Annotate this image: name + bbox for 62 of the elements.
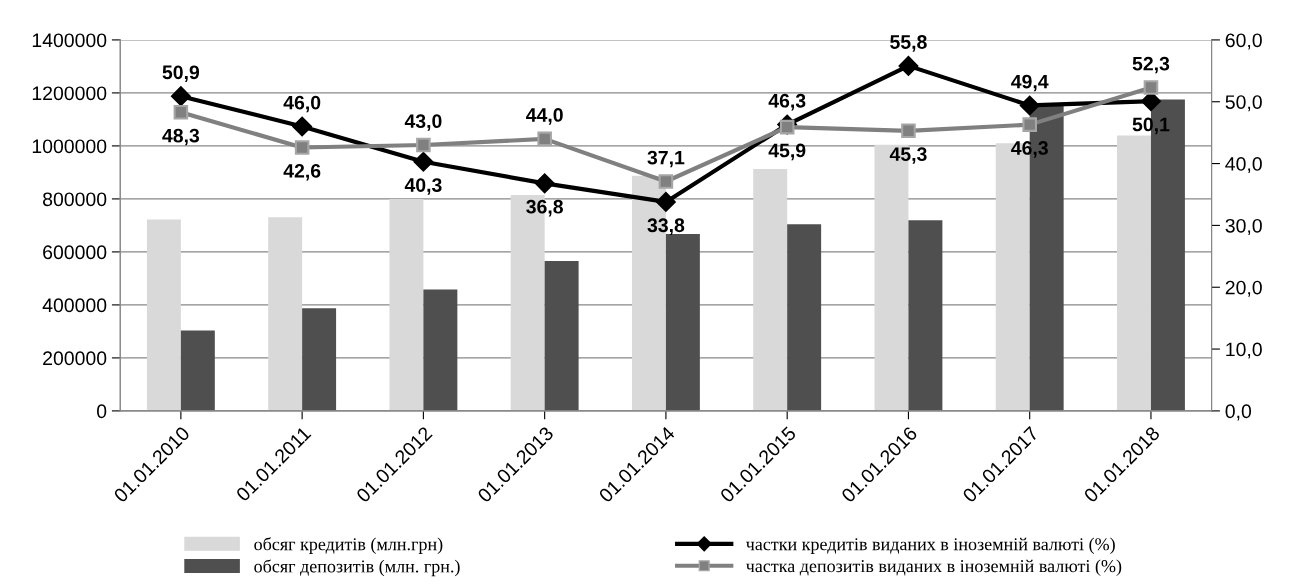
data-label: 46,0 — [283, 95, 321, 113]
data-label: 33,8 — [647, 218, 685, 235]
data-label: 46,3 — [768, 93, 806, 111]
data-label: 40,3 — [404, 178, 442, 195]
y-tick-label: 600000 — [43, 245, 107, 260]
y-tick-label: 400000 — [42, 298, 107, 313]
bar — [146, 219, 181, 411]
bar — [268, 217, 303, 411]
point — [656, 192, 676, 212]
data-label: 42,6 — [283, 163, 321, 181]
bar — [302, 308, 337, 411]
bar — [665, 233, 700, 411]
bar — [544, 260, 579, 411]
y-tick-label: 1200000 — [32, 86, 107, 101]
data-label: 45,3 — [889, 147, 927, 164]
legend-label: обсяг кредитів (млн.грн) — [254, 537, 443, 554]
point — [537, 131, 552, 147]
legend-label: обсяг депозитів (млн. грн.) — [254, 559, 460, 577]
bar — [423, 289, 458, 411]
y-tick-label: 0 — [97, 404, 107, 419]
data-label: 48,3 — [162, 128, 200, 146]
y-tick-label: 1000000 — [32, 139, 107, 154]
point — [170, 86, 191, 107]
bar — [1117, 135, 1151, 411]
bar — [753, 168, 788, 411]
y2-tick-label: 10,0 — [1226, 342, 1262, 359]
data-label: 49,4 — [1011, 74, 1049, 92]
y-tick-label: 1400000 — [32, 33, 107, 48]
point — [292, 116, 313, 137]
point — [294, 140, 310, 155]
bar — [389, 198, 424, 411]
data-label: 55,8 — [890, 35, 927, 52]
data-label: 37,1 — [647, 150, 685, 168]
legend-label: частка депозитів виданих в іноземній валюті (%) — [746, 559, 1122, 576]
y-tick-label: 800000 — [43, 192, 107, 207]
data-label: 44,0 — [526, 108, 563, 125]
point — [658, 174, 674, 189]
point — [534, 173, 555, 194]
bar — [180, 330, 215, 411]
y2-tick-label: 30,0 — [1225, 218, 1262, 235]
point — [173, 104, 189, 120]
point — [1019, 95, 1040, 116]
data-label: 52,3 — [1132, 56, 1170, 74]
y2-tick-label: 20,0 — [1225, 280, 1262, 297]
point — [413, 151, 434, 172]
y2-tick-label: 0,0 — [1225, 404, 1252, 421]
bar — [787, 224, 822, 411]
point — [898, 56, 919, 76]
legend-label: частки кредитів виданих в іноземній валюті (%) — [746, 537, 1115, 554]
point — [901, 123, 916, 139]
data-label: 50,9 — [162, 65, 200, 82]
point — [1022, 117, 1037, 132]
y2-tick-label: 40,0 — [1225, 157, 1262, 174]
y2-tick-label: 50,0 — [1225, 95, 1262, 112]
bar — [908, 220, 943, 411]
data-label: 45,9 — [768, 143, 806, 161]
data-label: 36,8 — [526, 199, 563, 217]
y-tick-label: 200000 — [43, 351, 107, 366]
y2-tick-label: 60,0 — [1225, 33, 1262, 50]
data-label: 43,0 — [404, 114, 442, 131]
point — [416, 137, 431, 153]
point — [1143, 80, 1159, 95]
